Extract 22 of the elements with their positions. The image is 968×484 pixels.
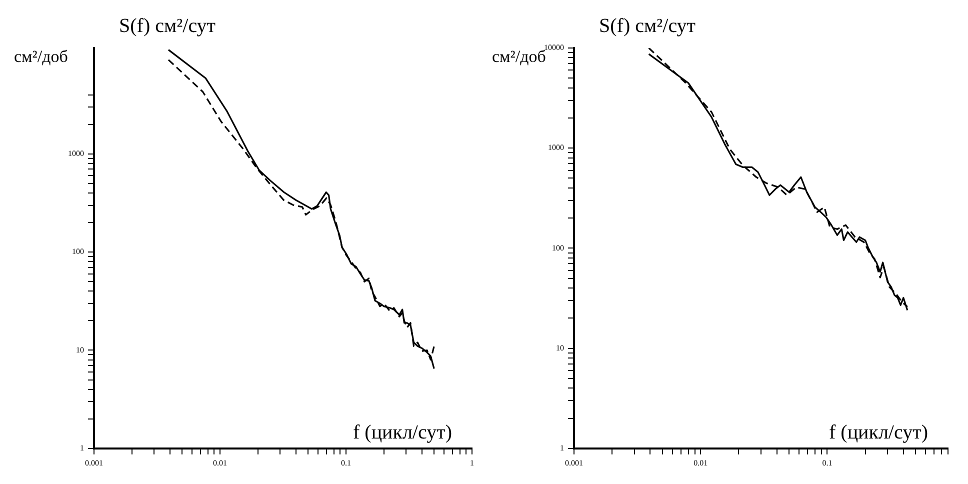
x-tick-label: 0.1 (341, 458, 351, 468)
x-tick-label: 0.001 (85, 458, 103, 468)
chart-title: S(f) см²/сут (119, 15, 216, 37)
x-tick-label: 1 (470, 458, 474, 468)
x-axis-title: f (цикл/сут) (829, 421, 928, 444)
y-tick-label: 100 (552, 243, 564, 252)
y-tick-label: 10 (76, 345, 84, 354)
chart-title: S(f) см²/сут (599, 15, 696, 37)
y-tick-label: 1 (560, 443, 564, 452)
y-tick-label: 10 (556, 343, 564, 352)
x-tick-label: 0.001 (565, 458, 583, 468)
y-tick-label: 100 (72, 247, 84, 256)
y-tick-label: 1000 (548, 143, 564, 152)
y-axis-title: см²/доб (14, 47, 68, 66)
y-axis-title: см²/доб (492, 47, 546, 66)
x-axis-title: f (цикл/сут) (353, 421, 452, 444)
y-tick-label: 10000 (544, 43, 564, 52)
y-tick-label: 1000 (68, 149, 84, 158)
x-tick-label: 0.01 (213, 458, 227, 468)
x-tick-label: 0.01 (694, 458, 708, 468)
x-tick-label: 0.1 (822, 458, 832, 468)
y-tick-label: 1 (80, 443, 84, 452)
